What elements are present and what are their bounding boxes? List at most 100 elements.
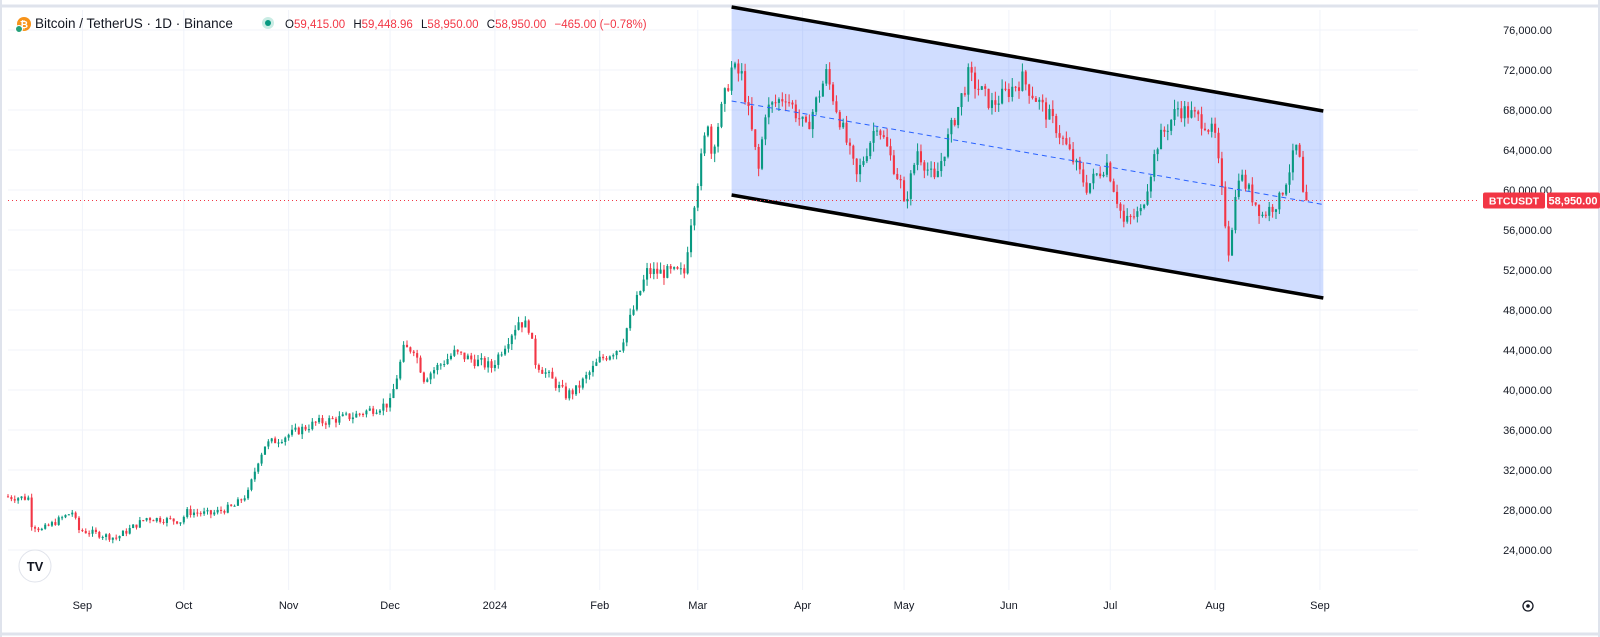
candle-body: [534, 338, 537, 366]
candle-body: [1163, 129, 1166, 132]
candle-body: [1187, 106, 1190, 118]
candle-body: [30, 497, 33, 528]
x-tick-label: May: [894, 600, 915, 612]
candle-body: [1244, 174, 1247, 189]
change-value: −465.00 (−0.78%): [554, 19, 646, 31]
candle-body: [595, 362, 598, 366]
candle-body: [804, 116, 808, 122]
candle-body: [1146, 191, 1149, 205]
candle-body: [361, 414, 365, 416]
candle-body: [926, 169, 929, 171]
x-tick-label: Jul: [1103, 600, 1117, 612]
candle-body: [1116, 191, 1119, 204]
y-tick-label: 24,000.00: [1503, 545, 1552, 557]
logo-text: TV: [27, 559, 44, 574]
candle-body: [1251, 184, 1254, 203]
candle-body: [1274, 209, 1278, 212]
open-label: O: [285, 19, 294, 31]
settings-icon[interactable]: [1522, 600, 1534, 612]
candle-body: [730, 67, 733, 91]
candle-body: [852, 145, 855, 159]
candle-body: [1271, 206, 1274, 212]
candle-body: [700, 153, 703, 187]
candle-body: [859, 164, 862, 175]
y-tick-label: 76,000.00: [1503, 25, 1552, 37]
candle-body: [236, 499, 239, 506]
candle-body: [108, 534, 111, 540]
candle-body: [558, 384, 561, 388]
candle-body: [189, 509, 192, 516]
candle-body: [372, 408, 375, 414]
candle-body: [192, 512, 196, 516]
candle-body: [737, 63, 740, 74]
candle-body: [693, 207, 696, 226]
candle-body: [1021, 71, 1024, 91]
candle-body: [84, 531, 87, 534]
candle-body: [980, 86, 983, 90]
candle-body: [385, 403, 388, 408]
candle-body: [747, 102, 750, 107]
candle-body: [392, 389, 395, 399]
candle-body: [662, 269, 666, 278]
channel-lower-line[interactable]: [731, 193, 1324, 300]
candle-body: [760, 139, 764, 169]
chart-legend[interactable]: ₿ Bitcoin / TetherUS · 1D · Binance O59,…: [15, 16, 647, 33]
candle-body: [1278, 192, 1281, 210]
candle-body: [1295, 144, 1298, 151]
candle-body: [507, 344, 510, 349]
candle-body: [135, 524, 138, 528]
candle-body: [571, 390, 574, 395]
candle-body: [683, 268, 686, 274]
candle-body: [676, 267, 679, 269]
candles: [6, 59, 1308, 544]
candle-body: [963, 93, 966, 95]
candle-body: [696, 186, 699, 208]
candle-body: [717, 126, 720, 147]
candle-body: [774, 102, 777, 104]
candle-body: [1126, 215, 1129, 222]
candle-body: [1105, 162, 1108, 175]
candle-body: [517, 322, 520, 330]
candle-body: [321, 417, 324, 424]
candle-body: [476, 359, 480, 367]
candle-body: [798, 118, 801, 120]
candle-body: [1190, 110, 1193, 118]
candle-body: [412, 351, 415, 354]
candle-body: [1156, 149, 1159, 155]
candle-body: [480, 358, 483, 360]
symbol-title[interactable]: Bitcoin / TetherUS · 1D · Binance: [35, 16, 233, 31]
candle-body: [710, 126, 713, 154]
candle-body: [328, 418, 331, 425]
candle-body: [341, 414, 344, 417]
candle-body: [402, 344, 405, 362]
channel-upper-line[interactable]: [731, 5, 1324, 113]
price-axis[interactable]: 24,000.00 28,000.00 32,000.00 36,000.00 40,0…: [1503, 25, 1552, 557]
candle-body: [520, 322, 524, 328]
tradingview-logo[interactable]: TV: [18, 549, 52, 583]
candle-body: [602, 356, 605, 359]
x-tick-label: Oct: [175, 600, 192, 612]
y-tick-label: 32,000.00: [1503, 465, 1552, 477]
y-tick-label: 44,000.00: [1503, 345, 1552, 357]
candle-body: [1072, 149, 1075, 163]
candle-body: [946, 134, 950, 157]
close-label: C: [487, 19, 495, 31]
price-tag-value: 58,950.00: [1549, 196, 1598, 208]
grid-lines: [8, 10, 1418, 590]
candle-body: [432, 370, 436, 374]
candle-body: [179, 522, 182, 524]
candle-body: [622, 342, 625, 351]
candle-body: [301, 426, 304, 435]
candle-body: [632, 309, 635, 315]
candle-body: [287, 434, 290, 438]
candle-body: [1288, 172, 1291, 185]
candle-body: [1170, 119, 1173, 131]
candle-body: [862, 161, 865, 165]
candle-body: [794, 104, 797, 119]
candle-body: [17, 498, 20, 501]
time-axis[interactable]: Sep Oct Nov Dec 2024 Feb Mar Apr May Jun Jul Aug Sep: [73, 600, 1330, 612]
candle-body: [61, 517, 64, 519]
candle-body: [1058, 133, 1061, 138]
candle-body: [872, 130, 875, 143]
candle-body: [247, 489, 250, 499]
